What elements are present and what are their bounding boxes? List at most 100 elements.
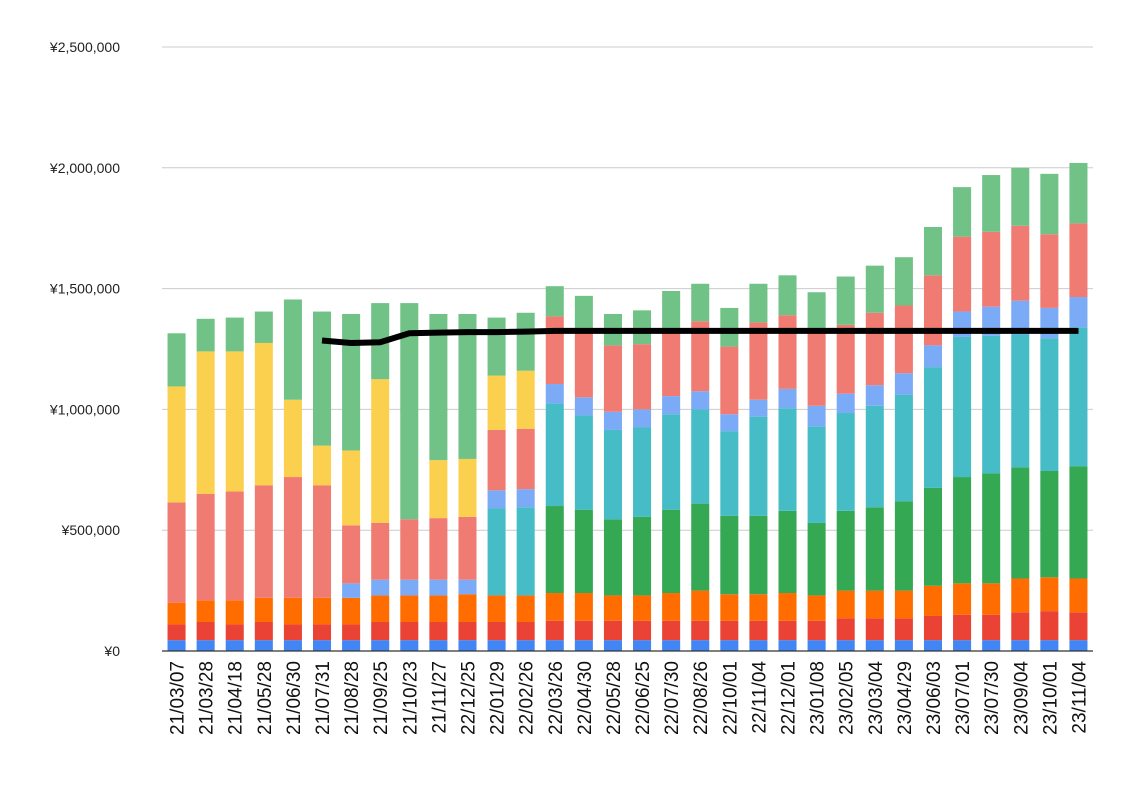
bar-segment xyxy=(603,620,622,641)
bar-segment xyxy=(545,286,564,317)
bar-segment xyxy=(458,640,477,651)
bar-segment xyxy=(691,590,710,621)
x-tick-label: 23/04/29 xyxy=(895,661,916,735)
bar-segment xyxy=(836,276,855,325)
bar-segment xyxy=(894,305,913,374)
bar-segment xyxy=(429,622,448,641)
bar-segment xyxy=(720,594,739,621)
bar-segment xyxy=(691,620,710,641)
bar-segment xyxy=(778,510,797,594)
bar-segment xyxy=(516,312,535,371)
bar-segment xyxy=(371,595,390,623)
bar-segment xyxy=(720,346,739,415)
bar-segment xyxy=(458,622,477,641)
bar-segment xyxy=(662,593,681,621)
bar-segment xyxy=(923,275,943,346)
x-tick-label: 23/07/01 xyxy=(953,661,974,735)
x-tick-label: 22/06/25 xyxy=(633,661,654,735)
bar-segment xyxy=(662,640,681,651)
bar-segment xyxy=(429,595,448,623)
x-tick-label: 21/04/18 xyxy=(226,661,247,735)
bar-segment xyxy=(574,640,593,651)
bar-segment xyxy=(225,317,244,352)
bar-segment xyxy=(254,597,273,623)
bar-segment xyxy=(778,315,797,389)
bar-segment xyxy=(1040,338,1059,472)
bar-segment xyxy=(865,385,884,406)
bar-segment xyxy=(749,399,768,417)
x-tick-label: 23/11/04 xyxy=(1069,661,1090,734)
x-tick-label: 21/11/27 xyxy=(429,661,450,734)
y-tick-label: ¥500,000 xyxy=(61,522,121,538)
bar-segment xyxy=(371,379,390,523)
bar-segment xyxy=(836,590,855,619)
bar-segment xyxy=(1069,640,1088,651)
bar-segment xyxy=(574,415,593,510)
bar-segment xyxy=(1011,334,1030,468)
bar-segment xyxy=(953,236,972,312)
bar-segment xyxy=(807,333,826,406)
y-tick-label: ¥1,500,000 xyxy=(49,281,120,297)
bar-segment xyxy=(254,640,273,651)
bar-segment xyxy=(953,477,972,584)
bar-segment xyxy=(894,618,913,641)
x-tick-label: 22/03/26 xyxy=(546,661,567,735)
bar-segment xyxy=(923,367,943,488)
bar-segment xyxy=(953,640,972,651)
bar-segment xyxy=(342,525,361,584)
bar-segment xyxy=(778,388,797,409)
y-axis-ticks: ¥0 ¥500,000 ¥1,000,000 ¥1,500,000 ¥2,000,000… xyxy=(49,39,120,659)
bar-segment xyxy=(633,409,652,428)
bar-segment xyxy=(458,313,477,459)
bar-segment xyxy=(720,307,739,347)
bar-segment xyxy=(633,344,652,410)
bar-segment xyxy=(662,396,681,415)
bar-segment xyxy=(458,579,477,595)
bar-segment xyxy=(749,515,768,595)
bar-segment xyxy=(487,508,506,596)
bar-segment xyxy=(574,593,593,621)
bar-segment xyxy=(894,501,913,591)
bar-segment xyxy=(400,595,419,623)
x-tick-label: 22/12/25 xyxy=(458,661,479,735)
bar-segment xyxy=(1069,612,1088,641)
bar-segment xyxy=(982,175,1001,232)
bar-segment xyxy=(400,579,419,596)
bar-segment xyxy=(807,595,826,621)
bar-segment xyxy=(1011,612,1030,641)
x-tick-label: 23/07/30 xyxy=(982,661,1003,735)
bar-segment xyxy=(545,316,564,385)
bar-segment xyxy=(778,640,797,651)
x-tick-label: 23/02/05 xyxy=(837,661,858,735)
bar-segment xyxy=(574,620,593,641)
bar-segment xyxy=(807,640,826,651)
bar-segment xyxy=(283,640,302,651)
x-tick-label: 22/04/30 xyxy=(575,661,596,735)
bar-segment xyxy=(487,375,506,430)
bar-segment xyxy=(196,493,215,601)
bar-segment xyxy=(691,321,710,392)
bar-segment xyxy=(371,579,390,596)
x-tick-label: 22/05/28 xyxy=(604,661,625,735)
bar-segment xyxy=(720,414,739,432)
bar-segment xyxy=(487,640,506,651)
x-tick-label: 22/10/01 xyxy=(720,661,741,735)
x-tick-label: 23/03/04 xyxy=(866,661,887,735)
bar-segment xyxy=(1040,640,1059,651)
x-tick-label: 22/11/04 xyxy=(749,661,770,734)
x-tick-label: 21/07/31 xyxy=(313,661,334,735)
bar-segment xyxy=(225,491,244,601)
bar-segment xyxy=(574,509,593,594)
bar-segment xyxy=(691,640,710,651)
bar-segment xyxy=(342,624,361,641)
bar-segment xyxy=(953,583,972,615)
bar-segment xyxy=(1011,578,1030,613)
bar-segment xyxy=(691,283,710,322)
x-tick-label: 21/10/23 xyxy=(400,661,421,735)
bar-segment xyxy=(167,602,186,625)
bar-segment xyxy=(487,429,506,491)
bars xyxy=(167,162,1088,651)
bar-segment xyxy=(836,413,855,511)
